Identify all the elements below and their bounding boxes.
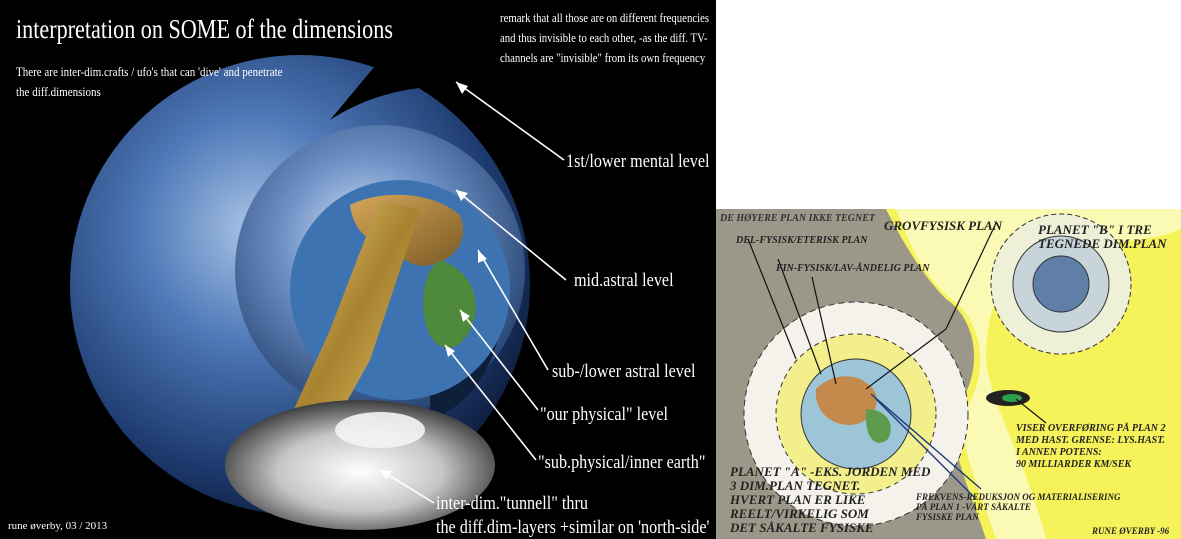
transfer-description: VISER OVERFØRING PÅ PLAN 2 MED HAST. GRE…	[1016, 423, 1166, 470]
label-physical-level: "our physical" level	[540, 404, 669, 425]
label-del-fysisk: DEL-FYSISK/ETERISK PLAN	[736, 235, 868, 246]
label-planet-b: PLANET "B" I TRE TEGNEDE DIM.PLAN	[1038, 222, 1167, 251]
frequency-reduction-note: FREKVENS-REDUKSJON OG MATERIALISERING PÅ…	[916, 492, 1121, 522]
diagram-title: interpretation on SOME of the dimensions	[16, 14, 393, 44]
planet-a-description: PLANET "A" -EKS. JORDEN MED 3 DIM.PLAN T…	[730, 464, 931, 535]
frequency-remark: remark that all those are on different f…	[500, 11, 710, 65]
ufo-note: There are inter-dim.crafts / ufo's that …	[16, 65, 283, 99]
pointer-lines	[379, 81, 567, 504]
author-credit: rune øverby, 03 / 2013	[8, 520, 108, 532]
inner-earth-disc	[225, 400, 495, 530]
arrowheads	[380, 82, 487, 479]
tunnel-band	[280, 200, 420, 450]
label-inner-earth: "sub.physical/inner earth"	[538, 452, 706, 473]
sketch-lines	[747, 222, 1047, 424]
label-tunnel-1: inter-dim."tunnell" thru	[436, 493, 588, 514]
sketch-graphic	[716, 209, 1181, 539]
label-tunnel-2: the diff.dim-layers +similar on 'north-s…	[436, 517, 710, 538]
blue-arrows	[870, 393, 982, 500]
dimensions-illustration: interpretation on SOME of the dimensions…	[0, 0, 716, 539]
label-grovfysisk: GROVFYSISK PLAN	[884, 218, 1003, 233]
planet-sketch: DE HØYERE PLAN IKKE TEGNET GROVFYSISK PL…	[716, 209, 1181, 539]
earth-layers-graphic	[70, 55, 567, 530]
label-fin-fysisk: FIN-FYSISK/LAV-ÅNDELIG PLAN	[776, 263, 930, 274]
label-mid-astral-level: mid.astral level	[574, 270, 674, 291]
higher-planes-note: DE HØYERE PLAN IKKE TEGNET	[720, 213, 876, 224]
label-mental-level: 1st/lower mental level	[566, 151, 710, 172]
label-lower-astral-level: sub-/lower astral level	[552, 361, 696, 382]
sketch-signature: RUNE ØVERBY -96	[1092, 526, 1170, 536]
